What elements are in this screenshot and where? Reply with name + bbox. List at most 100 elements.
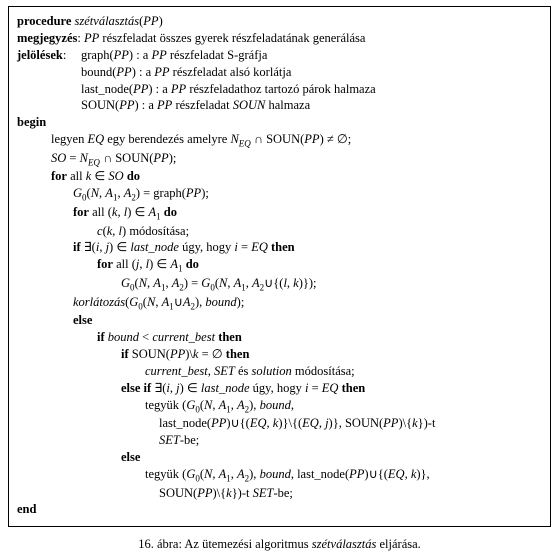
t: )∪{( — [226, 416, 249, 430]
t: bound — [260, 467, 291, 481]
t: last_node — [130, 240, 179, 254]
t: G — [129, 295, 138, 309]
t: N — [230, 132, 238, 146]
t: )\{ — [398, 416, 412, 430]
t: SO — [108, 169, 123, 183]
t: ) módosítása; — [122, 224, 189, 238]
t: PP — [171, 82, 186, 96]
t: })-t — [418, 416, 436, 430]
t: tegyük ( — [145, 467, 186, 481]
t: SOUN( — [129, 347, 170, 361]
spacer — [17, 64, 81, 81]
t: ) : a — [129, 48, 152, 62]
t: PP — [304, 132, 319, 146]
kw-comment: megjegyzés — [17, 31, 77, 45]
t: legyen — [51, 132, 87, 146]
body-line: G0(N, A1, A2) = graph(PP); — [73, 185, 542, 204]
kw-do: do — [127, 169, 140, 183]
comment-pp: PP — [84, 31, 99, 45]
t: = — [238, 240, 251, 254]
t: ) ∈ — [127, 205, 148, 219]
t: ) : a — [148, 82, 171, 96]
t: EQ — [251, 240, 268, 254]
t: 1 — [178, 264, 183, 274]
t: A — [252, 276, 260, 290]
t: PP — [116, 65, 131, 79]
t: bound( — [81, 65, 116, 79]
t: EQ — [88, 157, 100, 167]
t: ∃( — [81, 240, 96, 254]
t: bound — [260, 398, 291, 412]
t: részfeladat — [172, 98, 232, 112]
t: 1 — [156, 211, 161, 221]
t: ); — [237, 295, 245, 309]
kw-for: for — [73, 205, 89, 219]
t: EQ — [302, 416, 319, 430]
notation-line-3: last_node(PP) : a PP részfeladathoz tart… — [17, 81, 542, 98]
t: = ∅ — [198, 347, 225, 361]
t: egy berendezés amelyre — [104, 132, 230, 146]
t: EQ — [87, 132, 104, 146]
t: -be; — [180, 433, 199, 447]
t: EQ — [250, 416, 267, 430]
proc-name: szétválasztás — [75, 14, 140, 28]
t: all — [92, 205, 105, 219]
t: = — [308, 381, 321, 395]
kw-else: else — [73, 313, 92, 327]
kw-do: do — [186, 257, 199, 271]
t: PP — [349, 467, 364, 481]
t: ∪{( — [264, 276, 283, 290]
kw-if: if — [97, 330, 105, 344]
t: ), — [249, 398, 259, 412]
kw-for: for — [97, 257, 113, 271]
kw-end-line: end — [17, 501, 542, 518]
t: SO — [51, 151, 66, 165]
t: A — [237, 467, 245, 481]
t: PP — [383, 416, 398, 430]
t: EQ — [239, 139, 251, 149]
spacer — [17, 97, 81, 114]
t: G — [186, 467, 195, 481]
t: tegyük ( — [145, 398, 186, 412]
body-line: if bound < current_best then — [97, 329, 542, 346]
t: ) ∈ — [109, 240, 130, 254]
t: ); — [169, 151, 177, 165]
t: PP — [170, 347, 185, 361]
body-line: for all k ∈ SO do — [51, 168, 542, 185]
t: -be; — [273, 486, 292, 500]
t: < — [139, 330, 152, 344]
body-line: last_node(PP)∪{(EQ, k)}\{(EQ, j)}, SOUN(… — [159, 415, 542, 432]
body-line: tegyük (G0(N, A1, A2), bound, — [145, 397, 542, 416]
notation-body: last_node(PP) : a PP részfeladathoz tart… — [81, 81, 376, 98]
body-line: c(k, l) módosítása; — [97, 223, 542, 240]
t: részfeladat alsó korlátja — [170, 65, 292, 79]
algorithm-box: procedure szétválasztás(PP) megjegyzés: … — [8, 6, 551, 527]
t: )}\{( — [278, 416, 302, 430]
t: módosítása; — [292, 364, 355, 378]
caption-a: 16. ábra: Az ütemezési algoritmus — [138, 537, 312, 551]
kw-do: do — [164, 205, 177, 219]
body-line: if SOUN(PP)\k = ∅ then — [121, 346, 542, 363]
t: N — [91, 186, 99, 200]
comment-line: megjegyzés: PP részfeladat összes gyerek… — [17, 30, 542, 47]
body-line: for all (j, l) ∈ A1 do — [97, 256, 542, 275]
paren: ) — [159, 14, 163, 28]
body-line: else — [73, 312, 542, 329]
notation-line-1: jelölések: graph(PP) : a PP részfeladat … — [17, 47, 542, 64]
t: ∩ SOUN( — [100, 151, 153, 165]
t: ), — [195, 295, 205, 309]
t: PP — [211, 416, 226, 430]
t: )∪{( — [364, 467, 387, 481]
t: SET — [253, 486, 274, 500]
figure-caption: 16. ábra: Az ütemezési algoritmus szétvá… — [8, 537, 551, 552]
body-line: legyen EQ egy berendezés amelyre NEQ ∩ S… — [51, 131, 542, 150]
kw-procedure: procedure — [17, 14, 71, 28]
t: A — [149, 205, 157, 219]
t: ) : a — [132, 65, 155, 79]
t: G — [186, 398, 195, 412]
caption-b: szétválasztás — [312, 537, 377, 551]
t: last_node — [201, 381, 250, 395]
kw-begin: begin — [17, 115, 46, 129]
t: ) ∈ — [149, 257, 170, 271]
t: current_best — [152, 330, 215, 344]
